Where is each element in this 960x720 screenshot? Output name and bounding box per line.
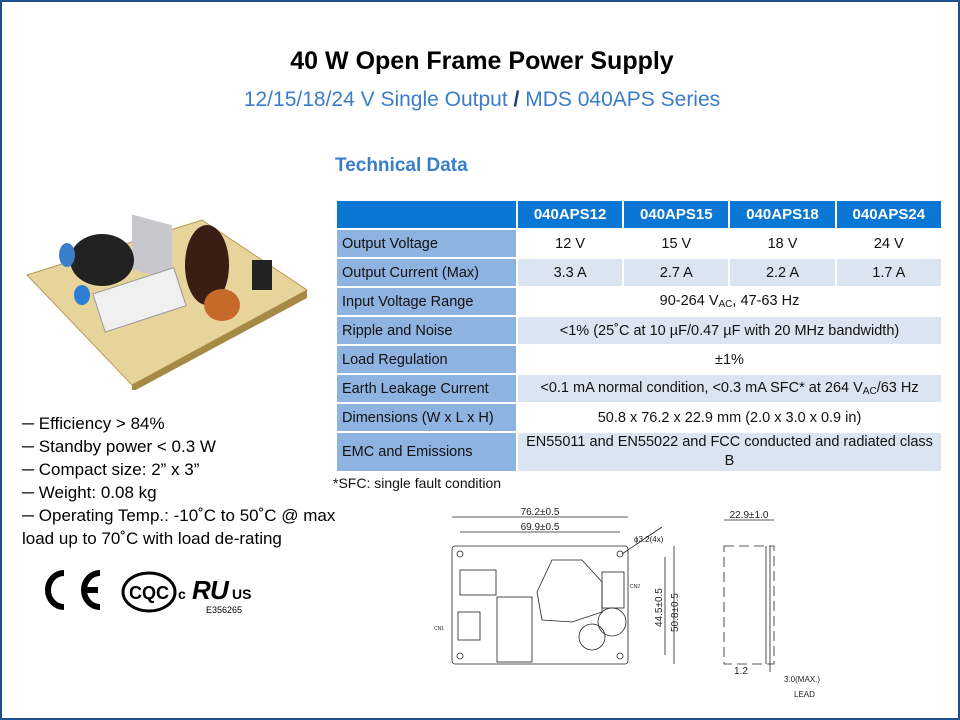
table-row: Ripple and Noise <1% (25˚C at 10 µF/0.47… bbox=[335, 315, 943, 346]
row-label: Load Regulation bbox=[335, 344, 518, 375]
header-empty bbox=[335, 199, 518, 230]
header-040aps15: 040APS15 bbox=[622, 199, 731, 230]
table-row: Output Voltage 12 V 15 V 18 V 24 V bbox=[335, 228, 944, 259]
svg-text:CN2: CN2 bbox=[630, 584, 640, 590]
cell-text: , 47-63 Hz bbox=[732, 293, 800, 309]
page-subtitle: 12/15/18/24 V Single Output / MDS 040APS… bbox=[2, 88, 960, 112]
cell: 3.3 A bbox=[515, 257, 625, 288]
product-photo bbox=[26, 214, 308, 390]
svg-text:50.8±0.5: 50.8±0.5 bbox=[670, 593, 681, 632]
cell-text: <0.1 mA normal condition, <0.3 mA SFC* a… bbox=[540, 380, 863, 396]
svg-text:CQC: CQC bbox=[129, 583, 169, 603]
list-item: ─ Efficiency > 84% bbox=[22, 414, 165, 433]
cell-text: 90-264 V bbox=[659, 293, 719, 309]
cell: 90-264 VAC, 47-63 Hz bbox=[516, 286, 943, 317]
list-item: ─ Standby power < 0.3 W bbox=[22, 437, 216, 456]
svg-text:LEAD: LEAD bbox=[794, 690, 815, 699]
side-view-drawing: 22.9±1.0 1.2 3.0(MAX.) LEAD bbox=[723, 510, 820, 699]
row-label: Dimensions (W x L x H) bbox=[335, 402, 518, 433]
svg-text:22.9±1.0: 22.9±1.0 bbox=[730, 510, 769, 521]
row-label: Output Voltage bbox=[335, 228, 518, 259]
subtitle-separator: / bbox=[513, 88, 520, 111]
cell: 50.8 x 76.2 x 22.9 mm (2.0 x 3.0 x 0.9 i… bbox=[516, 402, 943, 433]
ce-mark-icon bbox=[45, 570, 101, 610]
svg-text:R: R bbox=[192, 575, 211, 605]
cqc-mark-icon: CQC bbox=[121, 571, 177, 613]
cell-subscript: AC bbox=[718, 299, 733, 310]
svg-text:76.2±0.5: 76.2±0.5 bbox=[521, 507, 560, 518]
section-title: Technical Data bbox=[335, 155, 468, 176]
certification-logos: CQC c R U US E356265 bbox=[45, 570, 251, 615]
table-header-row: 040APS12 040APS15 040APS18 040APS24 bbox=[335, 199, 944, 230]
svg-text:U: U bbox=[210, 575, 230, 605]
list-item: ─ Operating Temp.: -10˚C to 50˚C @ max l… bbox=[22, 506, 336, 548]
cell: 2.2 A bbox=[728, 257, 837, 288]
mechanical-drawing: 76.2±0.5 69.9±0.5 ϕ3.2(4x) 44.5±0.5 50.8… bbox=[434, 507, 820, 699]
row-label: Earth Leakage Current bbox=[335, 373, 518, 404]
row-label: Output Current (Max) bbox=[335, 257, 518, 288]
cell: <1% (25˚C at 10 µF/0.47 µF with 20 MHz b… bbox=[516, 315, 943, 346]
subtitle-series: MDS 040APS Series bbox=[525, 88, 721, 111]
svg-text:CN1: CN1 bbox=[434, 626, 444, 632]
row-label: Ripple and Noise bbox=[335, 315, 518, 346]
cell: 18 V bbox=[728, 228, 837, 259]
svg-text:ϕ3.2(4x): ϕ3.2(4x) bbox=[634, 535, 664, 544]
row-label: EMC and Emissions bbox=[335, 431, 518, 473]
svg-text:3.0(MAX.): 3.0(MAX.) bbox=[784, 675, 820, 684]
table-row: EMC and Emissions EN55011 and EN55022 an… bbox=[335, 431, 943, 473]
table-row: Dimensions (W x L x H) 50.8 x 76.2 x 22.… bbox=[335, 402, 943, 433]
tech-data-table: 040APS12 040APS15 040APS18 040APS24 Outp… bbox=[335, 199, 944, 473]
ul-mark-icon: c R U US E356265 bbox=[178, 575, 251, 615]
svg-text:US: US bbox=[232, 586, 251, 602]
cell: 1.7 A bbox=[834, 257, 944, 288]
footnote: *SFC: single fault condition bbox=[333, 475, 502, 491]
row-label: Input Voltage Range bbox=[335, 286, 518, 317]
header-040aps12: 040APS12 bbox=[515, 199, 625, 230]
subtitle-voltages: 12/15/18/24 V Single Output bbox=[243, 88, 508, 111]
table-row: Output Current (Max) 3.3 A 2.7 A 2.2 A 1… bbox=[335, 257, 944, 288]
svg-text:c: c bbox=[178, 586, 186, 602]
top-view-drawing: 76.2±0.5 69.9±0.5 ϕ3.2(4x) 44.5±0.5 50.8… bbox=[434, 507, 681, 665]
cell: 12 V bbox=[515, 228, 625, 259]
cell: EN55011 and EN55022 and FCC conducted an… bbox=[516, 431, 943, 473]
table-row: Load Regulation ±1% bbox=[335, 344, 943, 375]
list-item: ─ Weight: 0.08 kg bbox=[22, 483, 157, 502]
table-row: Earth Leakage Current <0.1 mA normal con… bbox=[335, 373, 943, 404]
svg-text:E356265: E356265 bbox=[206, 605, 242, 615]
cell: 24 V bbox=[834, 228, 944, 259]
table-row: Input Voltage Range 90-264 VAC, 47-63 Hz bbox=[335, 286, 943, 317]
cell: ±1% bbox=[516, 344, 943, 375]
cell-subscript: AC bbox=[862, 386, 877, 397]
header-040aps24: 040APS24 bbox=[834, 199, 944, 230]
feature-list: ─ Efficiency > 84% ─ Standby power < 0.3… bbox=[22, 412, 367, 550]
cell-text: /63 Hz bbox=[876, 380, 919, 396]
cell: 15 V bbox=[622, 228, 731, 259]
svg-text:44.5±0.5: 44.5±0.5 bbox=[654, 588, 665, 627]
header-040aps18: 040APS18 bbox=[728, 199, 837, 230]
list-item: ─ Compact size: 2” x 3” bbox=[22, 460, 200, 479]
cell: 2.7 A bbox=[622, 257, 731, 288]
svg-text:69.9±0.5: 69.9±0.5 bbox=[521, 522, 560, 533]
cell: <0.1 mA normal condition, <0.3 mA SFC* a… bbox=[516, 373, 943, 404]
svg-text:1.2: 1.2 bbox=[734, 666, 748, 677]
page-title: 40 W Open Frame Power Supply bbox=[290, 47, 674, 75]
